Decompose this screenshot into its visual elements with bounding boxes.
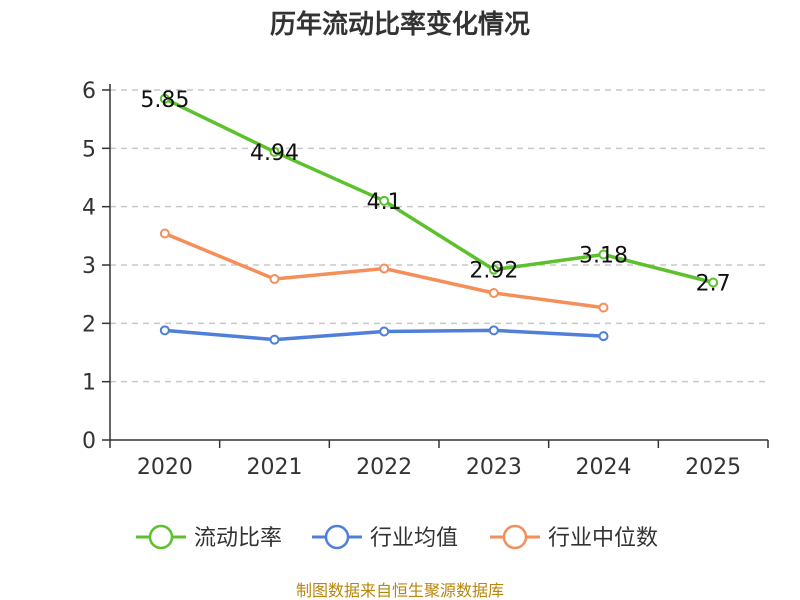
data-label-2024: 3.18 — [579, 244, 628, 269]
series-group — [159, 93, 719, 345]
data-point-1-2022[interactable] — [379, 326, 390, 337]
legend-marker — [148, 524, 174, 550]
x-tick-label-2022: 2022 — [356, 455, 412, 480]
legend-label: 行业均值 — [370, 526, 458, 551]
data-point-1-2020[interactable] — [159, 325, 170, 336]
x-tick-label-2024: 2024 — [576, 455, 632, 480]
y-tick-label: 1 — [82, 371, 96, 396]
legend-label: 行业中位数 — [548, 526, 658, 551]
x-tick-label-2021: 2021 — [247, 455, 303, 480]
y-tick-label: 0 — [82, 429, 96, 454]
data-point-2-2020[interactable] — [159, 228, 170, 239]
data-point-2-2022[interactable] — [379, 263, 390, 274]
axes: 0 1 2 3 4 5 6 2020 2021 2022 2023 2024 2025 — [82, 79, 769, 480]
data-point-2-2024[interactable] — [598, 302, 609, 313]
data-label-2023: 2.92 — [469, 259, 518, 284]
y-tick-label: 6 — [82, 79, 96, 104]
source-note: 制图数据来自恒生聚源数据库 — [296, 581, 504, 600]
data-point-1-2021[interactable] — [269, 334, 280, 345]
data-point-0-2021[interactable] — [269, 146, 280, 157]
data-point-2-2021[interactable] — [269, 274, 280, 284]
x-tick-label-2023: 2023 — [466, 455, 522, 480]
legend-item-0[interactable]: 流动比率 — [136, 524, 282, 551]
y-tick-label: 5 — [82, 137, 96, 162]
data-point-2-2023[interactable] — [488, 288, 499, 298]
y-tick-label: 3 — [82, 254, 96, 279]
data-label-2020: 5.85 — [140, 88, 189, 113]
data-point-0-2025[interactable] — [708, 277, 719, 288]
series-line-0 — [164, 97, 714, 285]
chart-title: 历年流动比率变化情况 — [270, 9, 530, 40]
legend-marker — [502, 524, 528, 550]
legend-marker — [324, 524, 350, 550]
data-label-2022: 4.1 — [367, 190, 402, 215]
legend[interactable]: 流动比率 行业均值 行业中位数 — [136, 524, 658, 551]
y-tick-label: 2 — [82, 312, 96, 337]
legend-item-1[interactable]: 行业均值 — [312, 524, 458, 551]
data-point-0-2024[interactable] — [598, 249, 609, 260]
data-point-0-2020[interactable] — [159, 93, 170, 104]
x-tick-label-2025: 2025 — [685, 455, 741, 480]
data-point-0-2022[interactable] — [379, 195, 390, 206]
data-point-1-2023[interactable] — [488, 325, 499, 336]
x-tick-label-2020: 2020 — [137, 455, 193, 480]
data-labels: 5.85 4.94 4.1 2.92 3.18 2.7 — [140, 88, 730, 297]
y-tick-label: 4 — [82, 196, 96, 221]
data-label-2025: 2.7 — [696, 272, 731, 297]
data-label-2021: 4.94 — [250, 141, 299, 166]
legend-label: 流动比率 — [194, 526, 282, 551]
legend-item-2[interactable]: 行业中位数 — [490, 524, 658, 551]
data-point-1-2024[interactable] — [598, 331, 609, 342]
data-point-0-2023[interactable] — [488, 264, 499, 275]
